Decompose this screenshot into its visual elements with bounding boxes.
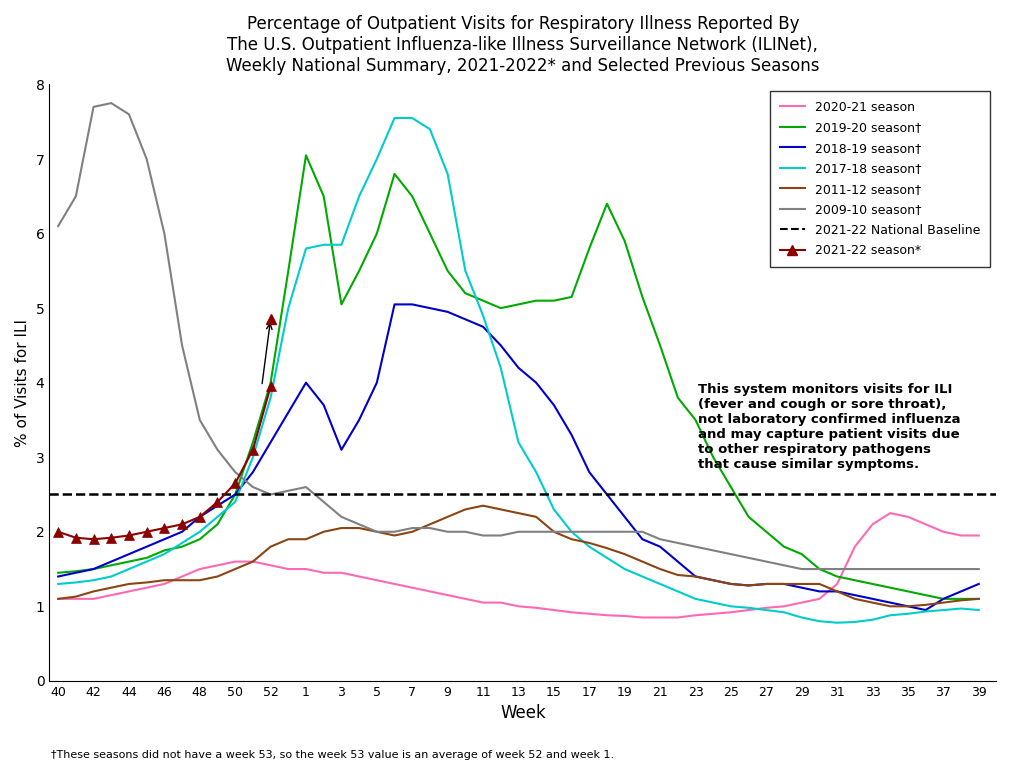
Legend: 2020-21 season, 2019-20 season†, 2018-19 season†, 2017-18 season†, 2011-12 seaso: 2020-21 season, 2019-20 season†, 2018-19… xyxy=(770,91,990,267)
X-axis label: Week: Week xyxy=(500,704,546,722)
Text: This system monitors visits for ILI
(fever and cough or sore throat),
not labora: This system monitors visits for ILI (fev… xyxy=(698,382,961,471)
Title: Percentage of Outpatient Visits for Respiratory Illness Reported By
The U.S. Out: Percentage of Outpatient Visits for Resp… xyxy=(226,15,819,74)
Text: †These seasons did not have a week 53, so the week 53 value is an average of wee: †These seasons did not have a week 53, s… xyxy=(51,750,614,760)
Y-axis label: % of Visits for ILI: % of Visits for ILI xyxy=(15,319,30,447)
